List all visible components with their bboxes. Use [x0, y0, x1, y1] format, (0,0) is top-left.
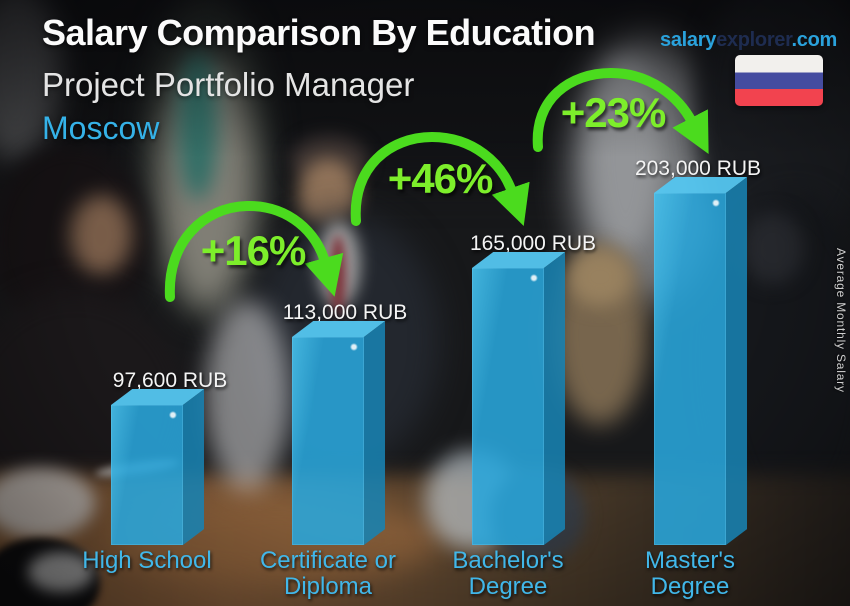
bar-bachelors-degree: 165,000 RUB Bachelor's Degree	[398, 0, 618, 606]
page-title: Salary Comparison By Education	[42, 12, 596, 53]
bar-value-label: 203,000 RUB	[634, 157, 762, 180]
y-axis-label: Average Monthly Salary	[834, 248, 848, 393]
bar-front-face	[654, 193, 726, 545]
bar-masters-degree: 203,000 RUB Master's Degree	[580, 0, 800, 606]
brand-part-salary: salary	[660, 29, 717, 51]
bar-side-face	[544, 252, 565, 546]
increase-pct-1: +16%	[200, 227, 307, 274]
location-label: Moscow	[42, 110, 160, 146]
bar-side-face	[183, 389, 204, 545]
bar-3d	[472, 252, 566, 546]
category-label: High School	[82, 547, 212, 574]
category-label: Master's Degree	[645, 547, 735, 601]
brand-part-explorer: explorer	[716, 29, 792, 51]
brand-logo[interactable]: salaryexplorer.com	[660, 29, 837, 52]
bar-3d	[111, 389, 205, 545]
category-label: Bachelor's Degree	[452, 547, 564, 601]
bar-value-label: 165,000 RUB	[469, 232, 597, 255]
bar-front-face	[111, 405, 183, 545]
bar-front-face	[472, 268, 544, 545]
category-label: Certificate or Diploma	[259, 547, 397, 601]
bar-side-face	[726, 177, 747, 546]
bar-side-face	[364, 321, 385, 545]
brand-part-com: .com	[791, 29, 838, 51]
bar-3d	[654, 177, 748, 546]
increase-pct-2: +46%	[387, 155, 494, 202]
bar-high-school: 97,600 RUB High School	[37, 0, 257, 606]
russia-flag-icon	[735, 55, 823, 106]
bar-3d	[292, 321, 386, 545]
bar-front-face	[292, 337, 364, 545]
bar-certificate-diploma: 113,000 RUB Certificate or Diploma	[218, 0, 438, 606]
bar-value-label: 113,000 RUB	[282, 301, 408, 324]
bar-value-label: 97,600 RUB	[112, 369, 228, 392]
job-title: Project Portfolio Manager	[42, 66, 415, 103]
increase-pct-3: +23%	[560, 89, 667, 136]
